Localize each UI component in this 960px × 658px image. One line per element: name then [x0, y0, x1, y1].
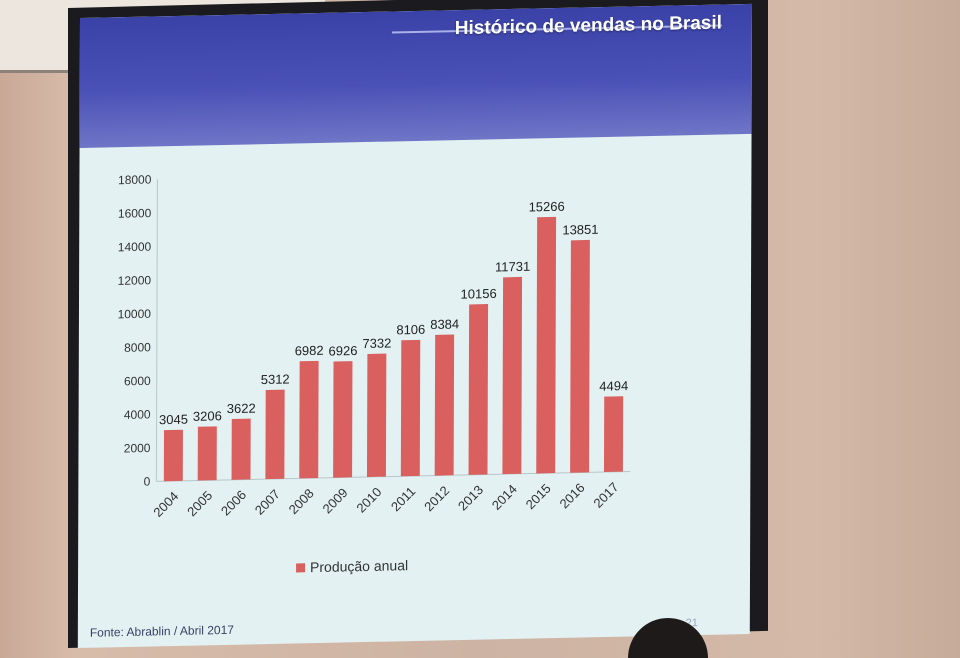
- bar-2004: [163, 429, 183, 482]
- x-tick-label: 2015: [523, 481, 554, 512]
- bar-2012: [434, 334, 455, 476]
- y-axis: 0 2000 4000 6000 8000 10000 12000 14000 16000 180…: [118, 172, 631, 489]
- y-axis-line: [155, 179, 158, 482]
- data-label: 8384: [430, 316, 459, 332]
- bar-2017: [603, 396, 624, 473]
- x-tick-label: 2014: [489, 482, 520, 513]
- bar-2014: [502, 276, 523, 475]
- data-label: 8106: [396, 322, 425, 338]
- y-tick-label: 0: [144, 475, 151, 489]
- x-tick-label: 2017: [590, 479, 621, 510]
- bar-2013: [468, 304, 489, 475]
- x-axis: 2004 2005 2006 2007 2008 2009 2010 2011 2012 2013…: [150, 479, 621, 520]
- data-label: 3622: [227, 401, 256, 417]
- bar-2006: [231, 418, 251, 480]
- y-tick-label: 12000: [118, 273, 152, 288]
- y-tick-label: 2000: [124, 441, 151, 456]
- sales-bar-chart: 0 2000 4000 6000 8000 10000 12000 14000 16000 180…: [118, 172, 631, 575]
- bars: 3045 3206 3622 5312 6982 6926 7332 8106 83841015…: [159, 199, 628, 482]
- bar-2016: [570, 239, 590, 473]
- projected-slide: Histórico de vendas no Brasil 0 2000 4000 6…: [77, 3, 752, 649]
- y-tick-label: 4000: [124, 407, 151, 422]
- data-label: 10156: [461, 286, 497, 302]
- data-label: 6926: [329, 343, 358, 359]
- bar-2011: [400, 339, 421, 477]
- y-tick-label: 18000: [118, 172, 152, 187]
- x-axis-line: [156, 470, 631, 482]
- data-label: 4494: [599, 378, 628, 394]
- x-tick-label: 2011: [388, 484, 418, 515]
- data-label: 5312: [261, 371, 290, 387]
- legend: Produção anual: [296, 557, 408, 575]
- data-label: 7332: [362, 335, 391, 351]
- x-tick-label: 2008: [286, 486, 317, 517]
- data-label: 3045: [159, 412, 188, 428]
- x-tick-label: 2006: [218, 487, 249, 518]
- data-label: 6982: [295, 343, 324, 359]
- bar-2015: [536, 216, 557, 474]
- x-tick-label: 2012: [421, 483, 452, 514]
- y-tick-label: 16000: [118, 206, 152, 221]
- y-tick-label: 10000: [118, 307, 152, 322]
- x-tick-label: 2016: [557, 480, 588, 511]
- data-label: 11731: [495, 259, 530, 275]
- x-tick-label: 2010: [353, 484, 384, 515]
- data-label: 3206: [193, 408, 222, 424]
- bar-2008: [299, 360, 319, 479]
- legend-swatch: [296, 563, 306, 573]
- y-tick-label: 6000: [124, 374, 151, 389]
- data-label: 13851: [562, 222, 598, 238]
- x-tick-label: 2007: [252, 486, 283, 517]
- ceiling-panel-left: [0, 0, 80, 73]
- bar-2007: [265, 389, 285, 480]
- x-tick-label: 2004: [150, 489, 181, 520]
- x-tick-label: 2005: [184, 488, 215, 519]
- y-tick-label: 14000: [118, 240, 152, 255]
- y-tick-label: 8000: [124, 340, 151, 355]
- bar-2005: [197, 426, 217, 481]
- bar-2009: [333, 361, 353, 478]
- data-label: 15266: [529, 199, 565, 215]
- legend-label: Produção anual: [310, 557, 408, 575]
- x-tick-label: 2009: [320, 485, 351, 516]
- x-tick-label: 2013: [455, 482, 486, 513]
- bar-2010: [366, 353, 387, 477]
